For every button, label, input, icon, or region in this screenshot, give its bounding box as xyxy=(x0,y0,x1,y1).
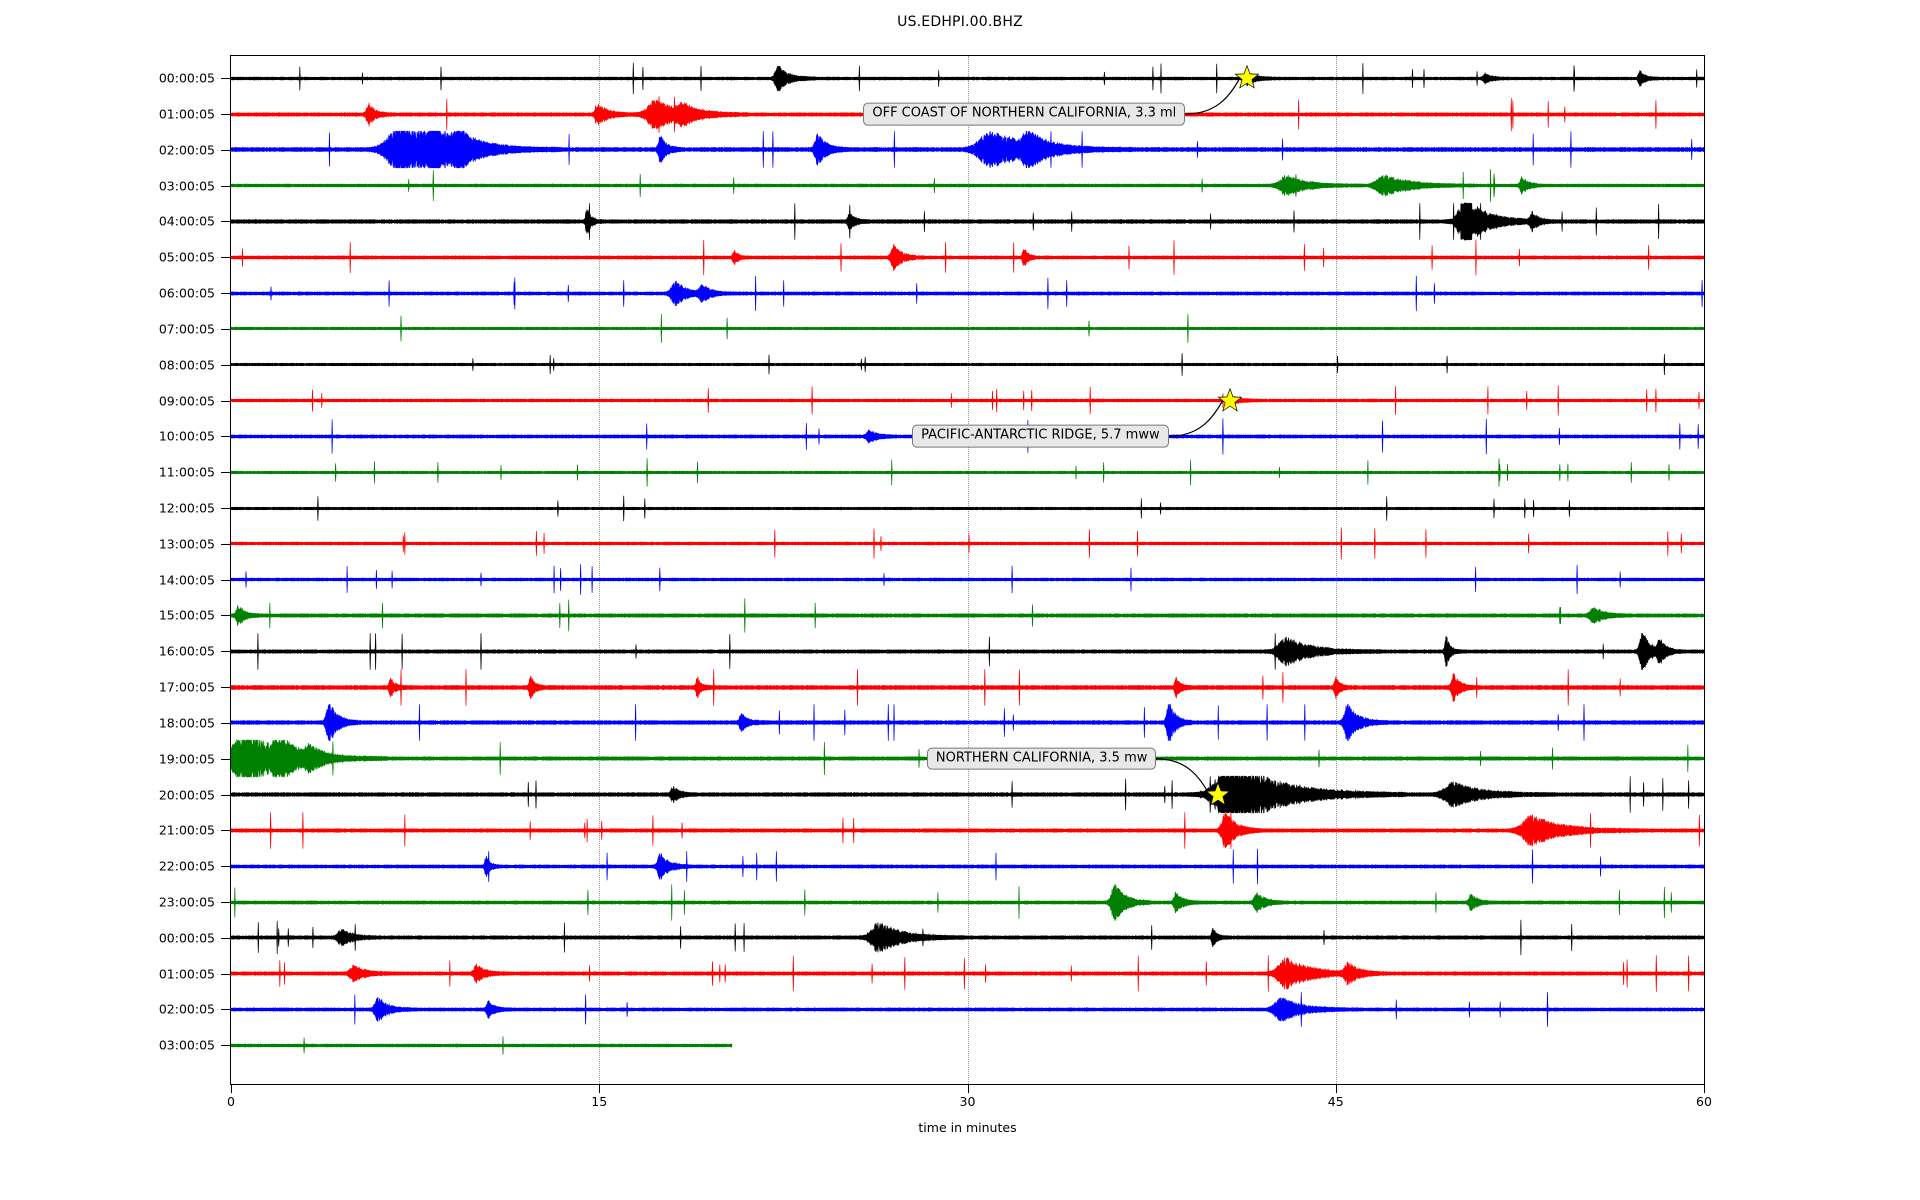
y-tick-mark xyxy=(221,293,230,294)
y-tick-label: 08:00:05 xyxy=(159,357,215,372)
y-tick-mark xyxy=(221,365,230,366)
y-tick-label: 18:00:05 xyxy=(159,715,215,730)
y-tick-mark xyxy=(221,186,230,187)
y-tick-mark xyxy=(221,759,230,760)
x-tick-label: 0 xyxy=(227,1094,235,1109)
y-tick-mark xyxy=(221,866,230,867)
y-tick-mark xyxy=(221,221,230,222)
y-tick-mark xyxy=(221,508,230,509)
y-tick-label: 10:00:05 xyxy=(159,429,215,444)
y-tick-label: 17:00:05 xyxy=(159,680,215,695)
x-tick-label: 60 xyxy=(1696,1094,1712,1109)
y-tick-label: 07:00:05 xyxy=(159,321,215,336)
y-tick-mark xyxy=(221,544,230,545)
y-tick-label: 13:00:05 xyxy=(159,536,215,551)
x-tick-mark xyxy=(599,1085,600,1093)
page-title: US.EDHPI.00.BHZ xyxy=(0,14,1920,30)
y-tick-mark xyxy=(221,651,230,652)
y-tick-label: 16:00:05 xyxy=(159,644,215,659)
y-tick-mark xyxy=(221,795,230,796)
y-tick-mark xyxy=(221,938,230,939)
y-tick-label: 00:00:05 xyxy=(159,930,215,945)
x-tick-mark xyxy=(1336,1085,1337,1093)
y-tick-label: 03:00:05 xyxy=(159,178,215,193)
event-star-icon xyxy=(1205,782,1231,808)
y-tick-mark xyxy=(221,436,230,437)
y-tick-mark xyxy=(221,687,230,688)
y-tick-mark xyxy=(221,580,230,581)
y-tick-mark xyxy=(221,114,230,115)
event-annotation-label[interactable]: PACIFIC-ANTARCTIC RIDGE, 5.7 mww xyxy=(912,425,1168,448)
y-tick-label: 00:00:05 xyxy=(159,71,215,86)
x-tick-label: 30 xyxy=(960,1094,976,1109)
y-tick-label: 21:00:05 xyxy=(159,823,215,838)
x-tick-mark xyxy=(1704,1085,1705,1093)
y-tick-label: 11:00:05 xyxy=(159,465,215,480)
y-tick-label: 01:00:05 xyxy=(159,107,215,122)
y-tick-label: 04:00:05 xyxy=(159,214,215,229)
y-tick-label: 01:00:05 xyxy=(159,966,215,981)
y-tick-label: 15:00:05 xyxy=(159,608,215,623)
event-star-icon xyxy=(1217,388,1243,414)
y-tick-mark xyxy=(221,974,230,975)
y-tick-mark xyxy=(221,1009,230,1010)
y-tick-mark xyxy=(221,902,230,903)
x-tick-mark xyxy=(231,1085,232,1093)
x-tick-label: 45 xyxy=(1328,1094,1344,1109)
plot-axes xyxy=(230,55,1705,1085)
y-tick-label: 03:00:05 xyxy=(159,1038,215,1053)
seismic-trace xyxy=(231,1025,1704,1066)
y-tick-mark xyxy=(221,257,230,258)
x-tick-mark xyxy=(968,1085,969,1093)
y-tick-mark xyxy=(221,401,230,402)
y-tick-label: 22:00:05 xyxy=(159,859,215,874)
y-tick-label: 09:00:05 xyxy=(159,393,215,408)
y-tick-label: 02:00:05 xyxy=(159,1002,215,1017)
event-annotation-label[interactable]: OFF COAST OF NORTHERN CALIFORNIA, 3.3 ml xyxy=(863,103,1185,126)
x-axis-label: time in minutes xyxy=(230,1120,1705,1135)
y-tick-mark xyxy=(221,329,230,330)
y-tick-mark xyxy=(221,150,230,151)
y-tick-mark xyxy=(221,78,230,79)
y-tick-label: 14:00:05 xyxy=(159,572,215,587)
event-star-icon xyxy=(1234,65,1260,91)
y-tick-mark xyxy=(221,723,230,724)
x-tick-label: 15 xyxy=(591,1094,607,1109)
y-tick-mark xyxy=(221,830,230,831)
y-tick-label: 23:00:05 xyxy=(159,895,215,910)
y-tick-label: 19:00:05 xyxy=(159,751,215,766)
y-tick-mark xyxy=(221,1045,230,1046)
y-tick-label: 20:00:05 xyxy=(159,787,215,802)
y-tick-label: 05:00:05 xyxy=(159,250,215,265)
y-tick-mark xyxy=(221,472,230,473)
event-annotation-label[interactable]: NORTHERN CALIFORNIA, 3.5 mw xyxy=(927,747,1156,770)
y-tick-mark xyxy=(221,615,230,616)
y-tick-label: 02:00:05 xyxy=(159,142,215,157)
y-tick-label: 12:00:05 xyxy=(159,501,215,516)
y-tick-label: 06:00:05 xyxy=(159,286,215,301)
